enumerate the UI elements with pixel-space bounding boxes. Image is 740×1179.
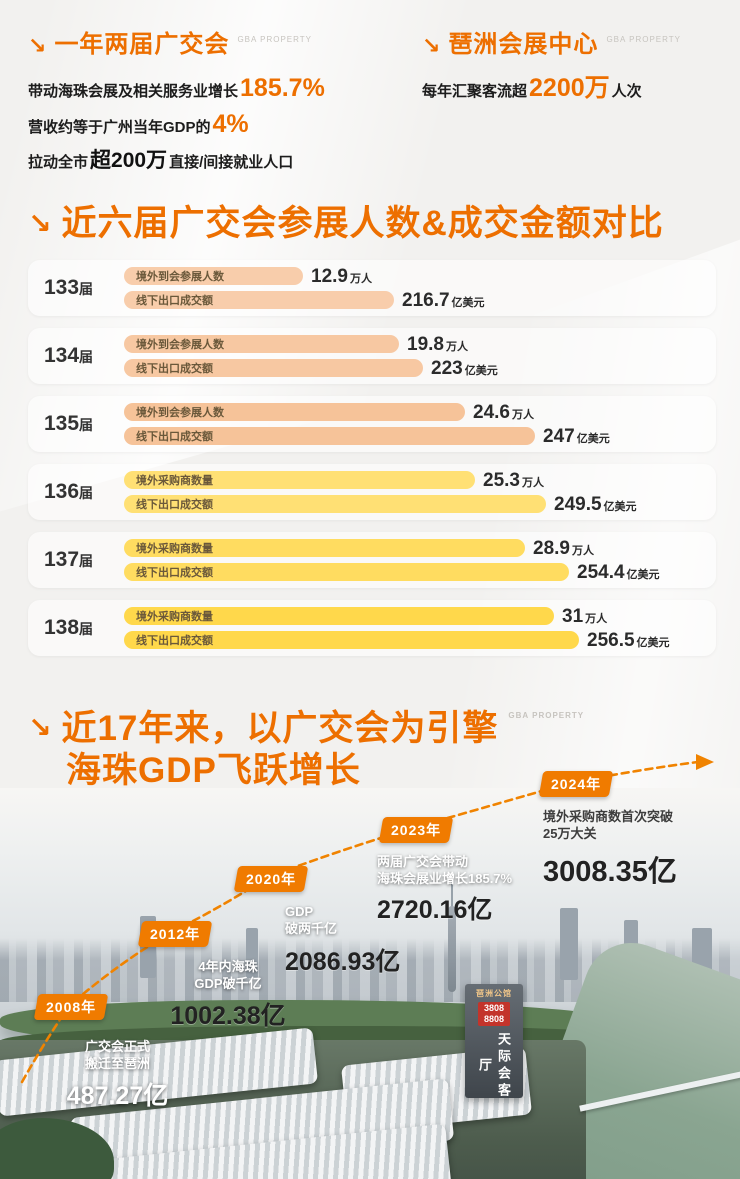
stat-highlight: 2200万 xyxy=(529,74,610,103)
turnover-bar: 线下出口成交额 xyxy=(124,495,546,514)
milestone-value-2012: 1002.38亿 xyxy=(170,1002,286,1030)
visitors-value: 31 万人 xyxy=(562,605,608,627)
arrow-icon: ↘ xyxy=(28,208,52,239)
session-row-135: 135届 境外到会参展人数 24.6 万人 线下出口成交额 247 亿美元 xyxy=(28,396,716,453)
skyscraper xyxy=(560,908,578,980)
watermark: GBA PROPERTY xyxy=(508,711,585,720)
turnover-bar: 线下出口成交额 xyxy=(124,563,569,582)
turnover-value: 249.5 亿美元 xyxy=(554,493,637,515)
visitors-value: 25.3 万人 xyxy=(483,469,544,491)
session-row-134: 134届 境外到会参展人数 19.8 万人 线下出口成交额 223 亿美元 xyxy=(28,328,716,385)
stat-line: 拉动全市超200万 直接/间接就业人口 xyxy=(28,149,294,173)
session-row-136: 136届 境外采购商数量 25.3 万人 线下出口成交额 249.5 亿美元 xyxy=(28,464,716,521)
milestone-value-2020: 2086.93亿 xyxy=(285,948,401,976)
session-row-137: 137届 境外采购商数量 28.9 万人 线下出口成交额 254.4 亿美元 xyxy=(28,532,716,589)
visitors-bar: 境外采购商数量 xyxy=(124,607,554,626)
turnover-bar: 线下出口成交额 xyxy=(124,427,535,446)
milestone-desc-2012: 4年内海珠 GDP破千亿 xyxy=(194,959,262,991)
session-label: 137届 xyxy=(44,548,94,572)
watermark: GBA PROPERTY xyxy=(237,35,312,44)
comparison-section: ↘ 近六届广交会参展人数&成交金额对比 133届 境外到会参展人数 12.9 万人 … xyxy=(28,204,716,657)
year-badge-2008: 2008年 xyxy=(33,994,109,1020)
year-badge-2023: 2023年 xyxy=(378,817,454,843)
visitors-bar: 境外到会参展人数 xyxy=(124,403,465,422)
gdp-title-line2: 海珠GDP飞跃增长 xyxy=(66,751,361,790)
header-left-title: 一年两届广交会 xyxy=(54,31,230,58)
milestone-value-2024: 3008.35亿 xyxy=(543,856,677,888)
watermark: GBA PROPERTY xyxy=(606,35,681,44)
stat-line: 带动海珠会展及相关服务业增长185.7% xyxy=(28,74,325,103)
gdp-section: ↘ 近17年来，以广交会为引擎 GBA PROPERTY 海珠GDP飞跃增长 xyxy=(0,700,740,1179)
session-label: 136届 xyxy=(44,480,94,504)
arrow-icon: ↘ xyxy=(28,33,47,58)
milestone-value-2008: 487.27亿 xyxy=(66,1082,169,1110)
visitors-value: 19.8 万人 xyxy=(407,333,468,355)
visitors-bar: 境外采购商数量 xyxy=(124,471,475,490)
milestone-desc-2020: GDP 破两千亿 xyxy=(285,904,338,936)
milestone-desc-2024: 境外采购商数首次突破 25万大关 xyxy=(543,809,674,841)
turnover-bar: 线下出口成交额 xyxy=(124,631,579,650)
turnover-value: 247 亿美元 xyxy=(543,425,610,447)
visitors-value: 12.9 万人 xyxy=(311,265,372,287)
turnover-bar: 线下出口成交额 xyxy=(124,359,423,378)
stat-highlight: 超200万 xyxy=(90,149,168,173)
year-badge-2012: 2012年 xyxy=(137,921,213,947)
stat-highlight: 4% xyxy=(212,110,249,139)
session-label: 135届 xyxy=(44,412,94,436)
session-label: 134届 xyxy=(44,344,94,368)
turnover-value: 223 亿美元 xyxy=(431,357,498,379)
billboard-building: 琶洲公馆 3808 8808 天际会客厅 xyxy=(465,984,523,1100)
visitors-value: 28.9 万人 xyxy=(533,537,594,559)
milestone-value-2023: 2720.16亿 xyxy=(377,896,493,924)
arrow-icon: ↘ xyxy=(28,712,52,743)
visitors-value: 24.6 万人 xyxy=(473,401,534,423)
stat-highlight: 185.7% xyxy=(240,74,325,103)
comparison-title: 近六届广交会参展人数&成交金额对比 xyxy=(61,204,664,243)
turnover-bar: 线下出口成交额 xyxy=(124,291,394,310)
stat-line: 每年汇聚客流超2200万 人次 xyxy=(422,74,642,103)
header-left: ↘ 一年两届广交会 GBA PROPERTY 带动海珠会展及相关服务业增长185… xyxy=(28,31,420,179)
session-label: 133届 xyxy=(44,276,94,300)
milestone-desc-2008: 广交会正式 搬迁至琶洲 xyxy=(84,1039,150,1071)
year-badge-2020: 2020年 xyxy=(233,866,309,892)
stat-line: 营收约等于广州当年GDP的4% xyxy=(28,110,249,139)
session-row-133: 133届 境外到会参展人数 12.9 万人 线下出口成交额 216.7 亿美元 xyxy=(28,260,716,317)
turnover-value: 254.4 亿美元 xyxy=(577,561,660,583)
visitors-bar: 境外采购商数量 xyxy=(124,539,525,558)
visitors-bar: 境外到会参展人数 xyxy=(124,335,399,354)
curve-arrowhead xyxy=(696,754,714,770)
gdp-title-line1: 近17年来，以广交会为引擎 xyxy=(61,709,499,748)
turnover-value: 256.5 亿美元 xyxy=(587,629,670,651)
turnover-value: 216.7 亿美元 xyxy=(402,289,485,311)
visitors-bar: 境外到会参展人数 xyxy=(124,267,303,286)
session-label: 138届 xyxy=(44,616,94,640)
session-row-138: 138届 境外采购商数量 31 万人 线下出口成交额 256.5 亿美元 xyxy=(28,600,716,657)
arrow-icon: ↘ xyxy=(422,33,441,58)
building-numbers-sign: 3808 8808 xyxy=(478,1002,510,1026)
bar-chart: 133届 境外到会参展人数 12.9 万人 线下出口成交额 216.7 亿美元 134届… xyxy=(28,260,716,657)
building-hall-sign: 天际会客厅 xyxy=(477,1032,511,1100)
header-right: ↘ 琶洲会展中心 GBA PROPERTY 每年汇聚客流超2200万 人次 xyxy=(422,31,722,108)
header-right-title: 琶洲会展中心 xyxy=(448,31,599,58)
aerial-photo: 琶洲公馆 3808 8808 天际会客厅 xyxy=(0,788,740,1179)
milestone-desc-2023: 两届广交会带动 海珠会展业增长185.7% xyxy=(377,854,513,886)
building-name-sign: 琶洲公馆 xyxy=(476,989,512,998)
gdp-title: ↘ 近17年来，以广交会为引擎 GBA PROPERTY 海珠GDP飞跃增长 xyxy=(28,708,584,792)
